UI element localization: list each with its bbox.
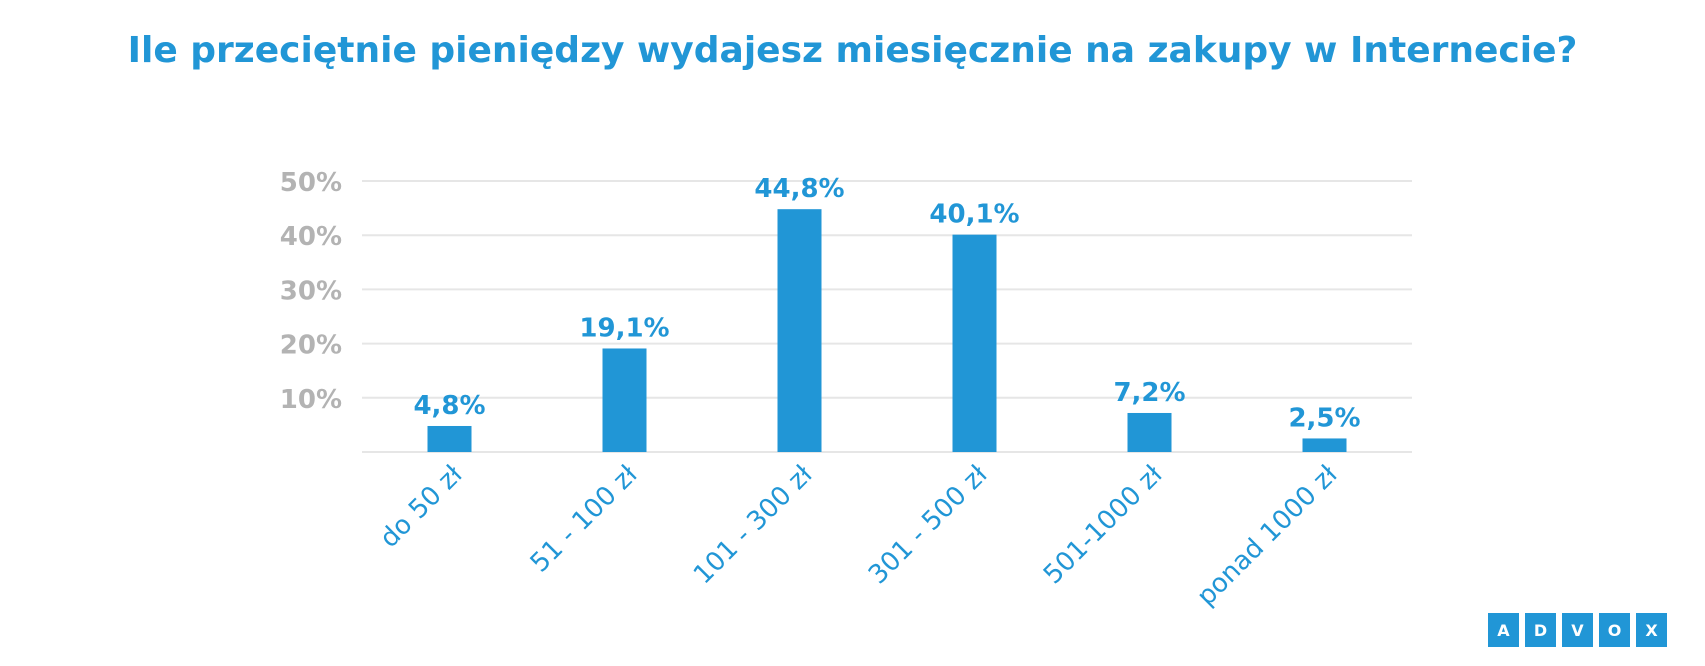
bar <box>1127 412 1172 452</box>
x-tick-label: do 50 zł <box>374 459 469 554</box>
data-label: 44,8% <box>754 174 844 204</box>
bar <box>427 425 472 452</box>
chart-title: Ile przeciętnie pieniędzy wydajesz miesi… <box>127 30 1578 71</box>
bar <box>1302 438 1347 452</box>
logo-letter-a: A <box>1488 613 1519 647</box>
bar <box>777 209 822 452</box>
x-tick-label: 301 - 500 zł <box>863 459 994 590</box>
y-tick-label: 10% <box>280 385 342 415</box>
y-tick-label: 50% <box>280 168 342 198</box>
advox-logo: A D V O X <box>1488 613 1667 647</box>
data-label: 4,8% <box>413 391 485 421</box>
logo-letter-d: D <box>1525 613 1556 647</box>
x-tick-label: ponad 1000 zł <box>1191 459 1344 612</box>
logo-letter-o: O <box>1599 613 1630 647</box>
bar <box>602 348 647 452</box>
logo-letter-v: V <box>1562 613 1593 647</box>
logo-letter-x: X <box>1636 613 1667 647</box>
data-label: 2,5% <box>1288 403 1360 433</box>
data-label: 19,1% <box>579 313 669 343</box>
data-label: 40,1% <box>929 200 1019 230</box>
data-label: 7,2% <box>1113 378 1185 408</box>
y-tick-label: 30% <box>280 276 342 306</box>
x-tick-label: 51 - 100 zł <box>525 459 644 578</box>
x-tick-label: 101 - 300 zł <box>688 459 819 590</box>
y-tick-label: 40% <box>280 222 342 252</box>
bar <box>952 234 997 452</box>
x-tick-label: 501-1000 zł <box>1038 459 1169 590</box>
y-tick-label: 20% <box>280 331 342 361</box>
